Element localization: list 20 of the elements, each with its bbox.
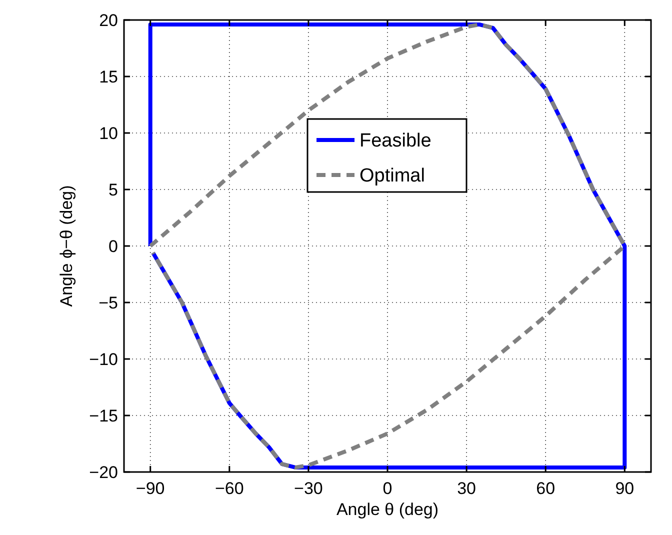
y-tick-label: −10 (89, 350, 118, 369)
x-tick-label: 60 (536, 479, 556, 498)
y-axis-title: Angle ϕ−θ (deg) (57, 185, 76, 307)
y-tick-label: 10 (99, 124, 118, 143)
x-tick-label: 30 (457, 479, 476, 498)
x-tick-label: −30 (294, 479, 323, 498)
x-tick-label: 90 (615, 479, 634, 498)
legend-label: Feasible (360, 130, 432, 152)
y-tick-label: 5 (108, 180, 118, 200)
y-tick-label: −5 (98, 293, 118, 312)
legend-label: Optimal (360, 166, 425, 187)
x-tick-label: −60 (214, 479, 244, 498)
y-tick-label: −15 (89, 406, 118, 426)
y-tick-label: 15 (99, 67, 118, 86)
x-tick-label: −90 (136, 479, 165, 498)
x-axis-title: Angle θ (deg) (336, 500, 439, 519)
y-tick-label: 0 (108, 236, 118, 256)
y-tick-label: 20 (99, 10, 118, 30)
x-tick-label: 0 (382, 479, 392, 498)
y-tick-label: −20 (89, 462, 118, 482)
